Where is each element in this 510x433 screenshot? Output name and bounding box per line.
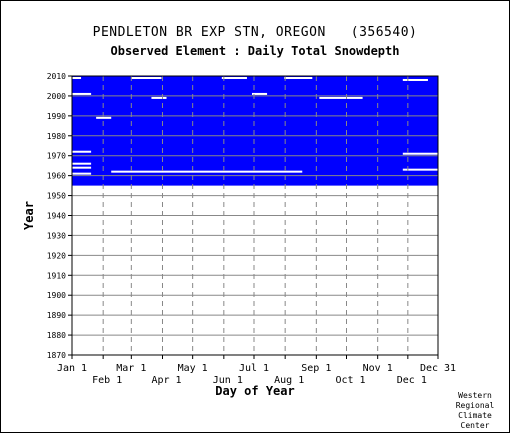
credit-line: Climate — [458, 411, 492, 420]
missing-data-gap — [72, 150, 92, 153]
x-tick-label: Dec 31 — [420, 363, 456, 374]
y-tick-label: 1880 — [47, 331, 66, 340]
credit-line: Center — [460, 421, 490, 430]
missing-data-gap — [72, 162, 92, 165]
x-tick-label: Feb 1 — [92, 375, 122, 386]
x-axis-label: Day of Year — [215, 384, 294, 398]
y-tick-label: 1920 — [47, 251, 66, 260]
x-tick-label: Nov 1 — [363, 363, 393, 374]
x-tick-label: Jul 1 — [239, 363, 269, 374]
missing-data-gap — [151, 96, 167, 99]
credit-line: Western — [458, 391, 492, 400]
x-tick-label: Aug 1 — [274, 375, 304, 386]
missing-data-gap — [72, 166, 92, 169]
chart-title: PENDLETON BR EXP STN, OREGON (356540) — [92, 25, 418, 40]
missing-data-gap — [402, 78, 428, 81]
missing-data-gap — [111, 170, 303, 173]
chart-subtitle: Observed Element : Daily Total Snowdepth — [110, 44, 400, 58]
y-tick-label: 1930 — [47, 231, 66, 240]
x-tick-label: Dec 1 — [397, 375, 427, 386]
x-tick-label: Jan 1 — [57, 363, 87, 374]
credit-line: Regional — [455, 401, 495, 410]
x-tick-label: Mar 1 — [116, 363, 146, 374]
x-tick-label: Sep 1 — [301, 363, 331, 374]
missing-data-gap — [319, 96, 363, 99]
credit-block: Western Regional Climate Center — [449, 391, 501, 431]
y-tick-label: 1900 — [47, 291, 66, 300]
y-tick-label: 1990 — [47, 112, 66, 121]
missing-data-gap — [131, 76, 162, 79]
missing-data-gap — [284, 76, 313, 79]
missing-data-gap — [72, 172, 92, 175]
missing-data-gap — [402, 152, 438, 155]
y-tick-label: 2010 — [47, 72, 66, 81]
missing-data-gap — [96, 116, 112, 119]
y-tick-label: 1870 — [47, 351, 66, 360]
x-tick-label: May 1 — [178, 363, 208, 374]
x-tick-label: Apr 1 — [151, 375, 181, 386]
y-axis-label: Year — [22, 201, 36, 230]
y-tick-label: 1940 — [47, 212, 66, 221]
y-tick-label: 1910 — [47, 271, 66, 280]
missing-data-gap — [72, 76, 82, 79]
missing-data-gap — [402, 168, 438, 171]
y-tick-label: 1890 — [47, 311, 66, 320]
y-tick-label: 2000 — [47, 92, 66, 101]
y-tick-label: 1970 — [47, 152, 66, 161]
y-tick-label: 1980 — [47, 132, 66, 141]
missing-data-gap — [251, 92, 268, 95]
data-coverage-block — [72, 76, 438, 186]
x-tick-label: Oct 1 — [335, 375, 365, 386]
x-tick-label: Jun 1 — [213, 375, 243, 386]
missing-data-gap — [72, 92, 92, 95]
y-tick-label: 1950 — [47, 192, 66, 201]
missing-data-gap — [221, 76, 247, 79]
y-tick-label: 1960 — [47, 172, 66, 181]
